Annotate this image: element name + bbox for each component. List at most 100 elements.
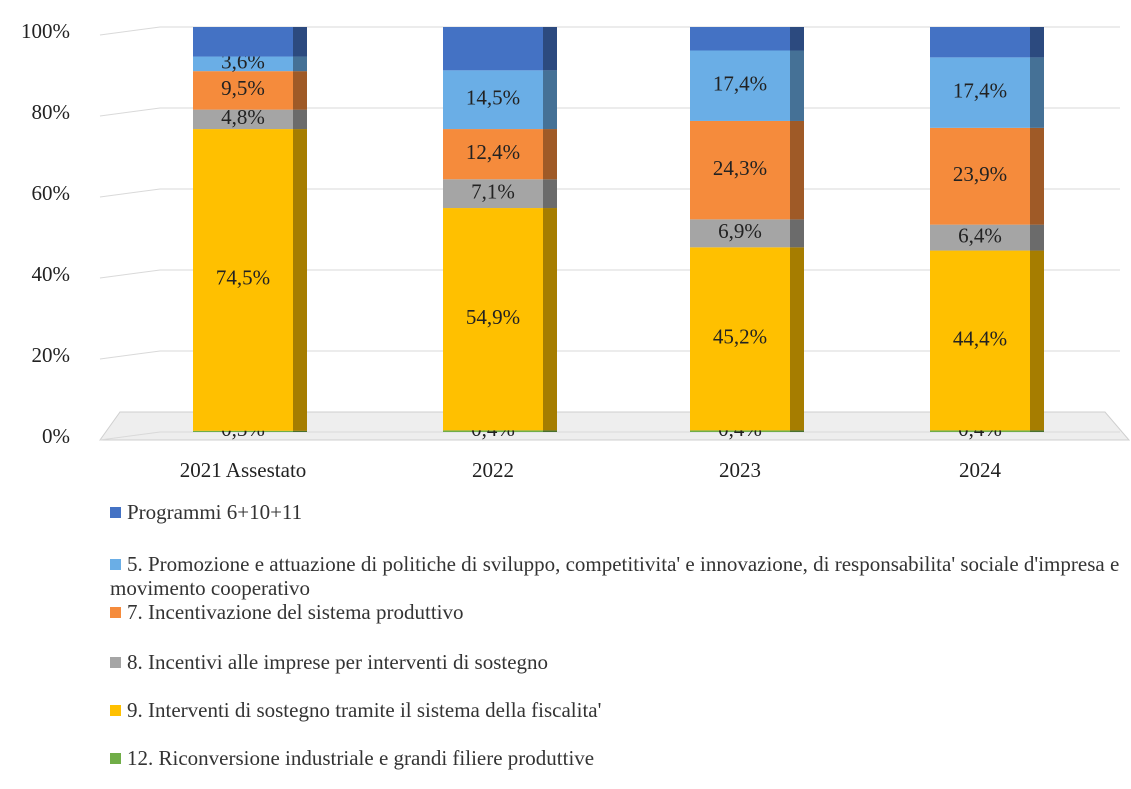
floor bbox=[99, 411, 1131, 441]
bar-segment bbox=[930, 57, 1030, 128]
bar-segment bbox=[690, 219, 790, 248]
legend-item: 5. Promozione e attuazione di politiche … bbox=[110, 552, 1130, 600]
bar-side-shade bbox=[543, 27, 557, 71]
bar-segment bbox=[690, 50, 790, 121]
legend-item: 8. Incentivi alle imprese per interventi… bbox=[110, 650, 1130, 674]
legend-label: 8. Incentivi alle imprese per interventi… bbox=[127, 650, 549, 674]
bar-side bbox=[543, 430, 557, 432]
bar-side-shade bbox=[1030, 127, 1044, 225]
bar-side-shade bbox=[293, 430, 307, 432]
legend-label: 7. Incentivazione del sistema produttivo bbox=[127, 600, 464, 624]
bar-side-shade bbox=[1030, 57, 1044, 128]
bar-side-shade bbox=[543, 129, 557, 180]
legend-label: 5. Promozione e attuazione di politiche … bbox=[110, 552, 1120, 600]
data-label: 54,9% bbox=[466, 305, 520, 329]
bar-side bbox=[293, 56, 307, 72]
bar-side bbox=[293, 129, 307, 431]
bar-segment bbox=[443, 129, 543, 180]
bar-side bbox=[543, 129, 557, 180]
bar-side-shade bbox=[790, 27, 804, 51]
x-tick-label: 2021 Assestato bbox=[180, 458, 307, 480]
bar-side bbox=[790, 219, 804, 248]
bar-side-shade bbox=[293, 129, 307, 431]
y-tick-label: 20% bbox=[32, 343, 71, 367]
bar-side bbox=[790, 50, 804, 121]
bar-segment bbox=[690, 247, 790, 431]
bar-segment bbox=[690, 27, 790, 51]
bar-side-shade bbox=[1030, 27, 1044, 58]
data-label: 23,9% bbox=[953, 162, 1007, 186]
bar-side bbox=[543, 70, 557, 130]
data-label: 14,5% bbox=[466, 86, 520, 110]
bar-segment bbox=[193, 27, 293, 57]
bar-side-shade bbox=[1030, 250, 1044, 431]
bar-segment bbox=[443, 27, 543, 71]
bar-side bbox=[293, 71, 307, 110]
bar-side-shade bbox=[543, 70, 557, 130]
bar-side-shade bbox=[790, 219, 804, 248]
bar-segment bbox=[443, 208, 543, 431]
bar-segment bbox=[193, 71, 293, 110]
data-label: 6,4% bbox=[958, 223, 1002, 247]
bar-segment bbox=[930, 27, 1030, 58]
legend-item: 9. Interventi di sostegno tramite il sis… bbox=[110, 698, 1130, 722]
bar-segment bbox=[193, 56, 293, 72]
bar-side bbox=[790, 120, 804, 220]
bar-side bbox=[1030, 127, 1044, 225]
y-tick-label: 60% bbox=[32, 181, 71, 205]
data-label: 9,5% bbox=[221, 76, 265, 100]
bar-side-shade bbox=[1030, 224, 1044, 251]
bar-side-shade bbox=[790, 247, 804, 431]
data-label: 45,2% bbox=[713, 325, 767, 349]
bar-side bbox=[790, 247, 804, 431]
bar-segment bbox=[930, 430, 1030, 432]
data-label: 44,4% bbox=[953, 326, 1007, 350]
legend-item: 12. Riconversione industriale e grandi f… bbox=[110, 746, 1130, 770]
x-tick-label: 2023 bbox=[719, 458, 761, 480]
bar-segment bbox=[443, 179, 543, 209]
bar-side-shade bbox=[790, 120, 804, 220]
bar-side-shade bbox=[790, 430, 804, 432]
legend-swatch bbox=[110, 507, 121, 518]
bar-segment bbox=[930, 127, 1030, 225]
bar-segment bbox=[443, 430, 543, 432]
bar-side-shade bbox=[790, 50, 804, 121]
bar-side bbox=[293, 109, 307, 130]
x-tick-label: 2024 bbox=[959, 458, 1002, 480]
bar-segment bbox=[690, 120, 790, 220]
bar-side bbox=[1030, 430, 1044, 432]
data-label: 17,4% bbox=[953, 78, 1007, 102]
bar-segment bbox=[193, 129, 293, 431]
bar-side-shade bbox=[1030, 430, 1044, 432]
bar-side bbox=[790, 430, 804, 432]
bar-side-shade bbox=[543, 208, 557, 431]
bar-side-shade bbox=[293, 27, 307, 57]
x-tick-label: 2022 bbox=[472, 458, 514, 480]
y-tick-label: 40% bbox=[32, 262, 71, 286]
data-label: 7,1% bbox=[471, 179, 515, 203]
bar-side bbox=[293, 430, 307, 432]
bar-side bbox=[1030, 27, 1044, 58]
data-label: 12,4% bbox=[466, 140, 520, 164]
legend-swatch bbox=[110, 705, 121, 716]
legend-label: 9. Interventi di sostegno tramite il sis… bbox=[127, 698, 602, 722]
bar-segment bbox=[930, 250, 1030, 431]
bar-segment bbox=[690, 430, 790, 432]
bar-side bbox=[293, 27, 307, 57]
bar-segment bbox=[193, 109, 293, 130]
bar-side-shade bbox=[293, 109, 307, 130]
bar-segment bbox=[930, 224, 1030, 251]
y-tick-label: 100% bbox=[21, 19, 70, 43]
chart: 0%20%40%60%80%100%2021 Assestato0,3%74,5… bbox=[21, 19, 1131, 480]
legend-swatch bbox=[110, 559, 121, 570]
bar-side-shade bbox=[543, 179, 557, 209]
bar-side bbox=[543, 208, 557, 431]
data-label: 6,9% bbox=[718, 219, 762, 243]
bar-side bbox=[1030, 250, 1044, 431]
bar-side bbox=[1030, 57, 1044, 128]
data-label: 24,3% bbox=[713, 156, 767, 180]
bar-side bbox=[1030, 224, 1044, 251]
bar-side bbox=[543, 27, 557, 71]
y-tick-label: 0% bbox=[42, 424, 70, 448]
